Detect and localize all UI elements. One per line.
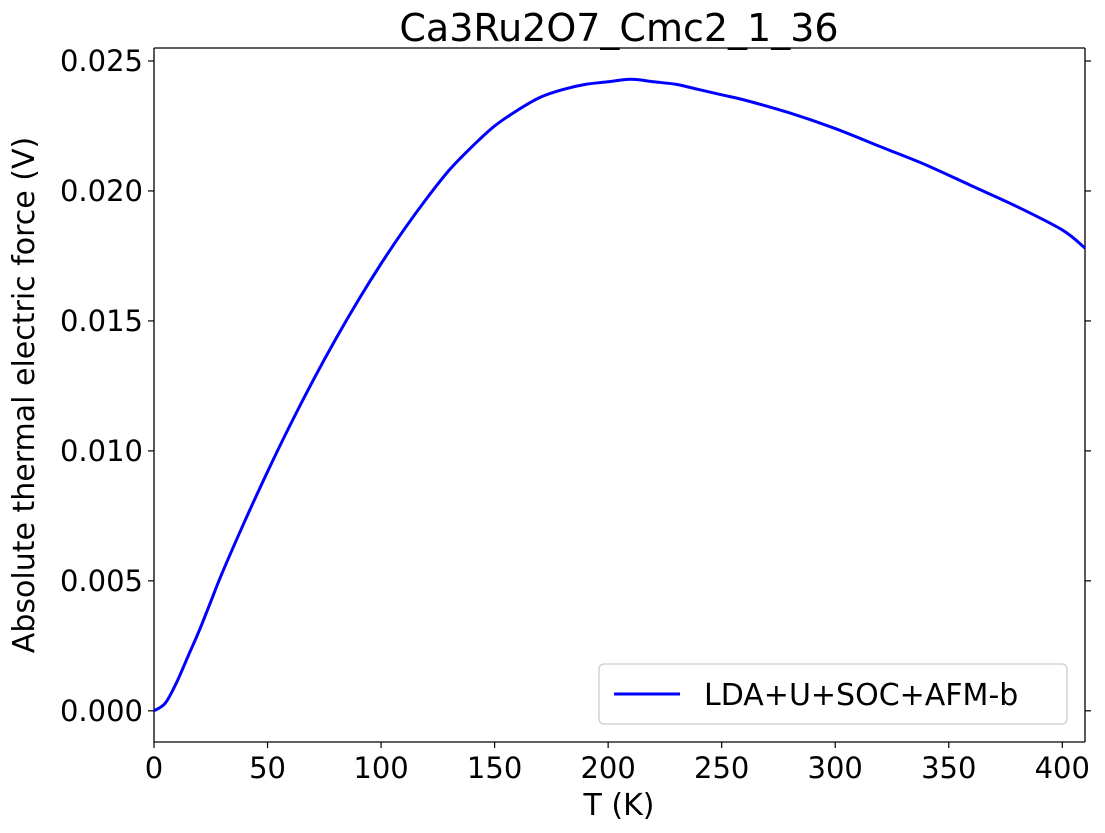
x-tick-label: 200 [580, 751, 635, 785]
x-tick-label: 150 [467, 751, 522, 785]
x-tick-label: 50 [249, 751, 286, 785]
legend-label: LDA+U+SOC+AFM-b [704, 678, 1018, 713]
plot-frame [153, 47, 1086, 743]
legend-box [598, 663, 1068, 725]
x-axis-ticks: 0 50 100 150 200 250 300 350 400 [145, 742, 1090, 785]
y-tick-label: 0.025 [60, 44, 143, 78]
x-tick-label: 400 [1035, 751, 1090, 785]
x-tick-label: 350 [921, 751, 976, 785]
y-axis-label: Absolute thermal electric force (V) [7, 137, 42, 653]
y-tick-label: 0.000 [60, 694, 143, 728]
y-tick-label: 0.020 [60, 174, 143, 208]
series-line-0 [153, 77, 1086, 713]
x-tick-label: 0 [145, 751, 163, 785]
x-tick-label: 300 [808, 751, 863, 785]
y-tick-label: 0.015 [60, 304, 143, 338]
y-tick-label: 0.005 [60, 564, 143, 598]
legend: LDA+U+SOC+AFM-b [598, 663, 1068, 725]
y-axis-ticks: 0.000 0.005 0.010 0.015 0.020 0.025 [60, 44, 1091, 728]
x-axis-label: T (K) [583, 788, 655, 823]
x-tick-label: 100 [353, 751, 408, 785]
chart-title: Ca3Ru2O7_Cmc2_1_36 [399, 6, 838, 50]
y-tick-label: 0.010 [60, 434, 143, 468]
x-tick-label: 250 [694, 751, 749, 785]
series-layer [153, 77, 1086, 713]
